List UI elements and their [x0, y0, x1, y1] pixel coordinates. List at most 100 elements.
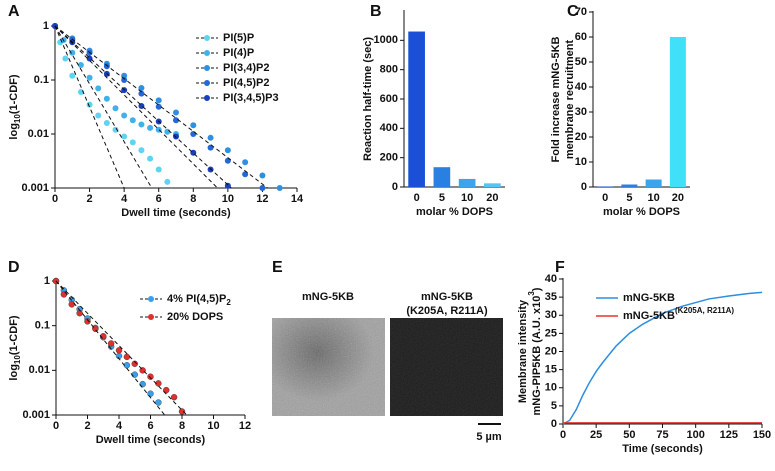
point	[138, 90, 145, 97]
x-tick-label: 8	[179, 420, 185, 432]
scale-bar-label: 5 µm	[476, 431, 502, 443]
text-part: 10	[13, 114, 22, 123]
point	[60, 291, 68, 298]
x-tick-label: 75	[656, 429, 668, 441]
x-tick-label: 0	[560, 429, 566, 441]
point	[139, 380, 146, 388]
point	[103, 63, 110, 70]
x-tick-label: 8	[190, 193, 196, 205]
fit-line	[54, 25, 218, 189]
fit-line	[54, 25, 232, 189]
legend-marker	[148, 296, 154, 302]
point	[77, 61, 84, 68]
panel-label: F	[555, 259, 565, 276]
y-tick-label: 30	[575, 106, 587, 118]
legend-marker	[204, 65, 210, 71]
y-tick-label: 0.01	[28, 128, 49, 140]
y-tick-label: 1	[44, 275, 50, 287]
y-tick-label: 0.1	[34, 74, 49, 86]
point	[138, 85, 145, 92]
y-tick-label: 0	[392, 181, 398, 193]
y-tick-label: 60	[575, 31, 587, 43]
y-tick-label: 600	[380, 93, 398, 105]
point	[76, 310, 83, 317]
x-tick-label: 10	[648, 192, 660, 204]
point	[259, 172, 266, 179]
x-axis-label: molar % DOPS	[603, 206, 680, 218]
y-tick-label: 40	[545, 273, 557, 285]
text-part: mNG-5KB	[623, 310, 675, 322]
x-tick-label: 125	[720, 429, 738, 441]
legend-label: PI(3,4)P2	[223, 62, 269, 74]
point	[147, 373, 154, 380]
y-tick-label: 400	[380, 122, 398, 134]
point	[121, 77, 128, 83]
y-tick-label: 1000	[374, 34, 398, 46]
legend-label: 4% PI(4,5)P2	[167, 293, 231, 307]
y-tick-label: 0.1	[35, 320, 50, 332]
x-tick-label: 6	[156, 193, 162, 205]
point	[155, 103, 162, 110]
point	[170, 394, 178, 401]
point	[86, 74, 93, 81]
x-axis-label: molar % DOPS	[416, 206, 493, 218]
legend-label: mNG-5KB(K205A, R211A)	[623, 306, 734, 322]
y-tick-label: 5	[551, 400, 557, 412]
y-axis-label: Reaction half-time (sec)	[362, 37, 374, 161]
y-tick-label: 30	[545, 309, 557, 321]
y-tick-label: 20	[575, 131, 587, 143]
text-part: log	[8, 364, 20, 381]
point	[131, 360, 138, 368]
legend-label: mNG-5KB	[623, 292, 675, 304]
text-part: mNG-PIP5KB (A.U. x10	[531, 296, 543, 416]
bar	[433, 167, 451, 187]
bar	[597, 186, 614, 187]
point	[129, 139, 136, 146]
point	[121, 133, 128, 140]
point	[224, 157, 231, 164]
micrograph-texture	[272, 318, 385, 416]
y-tick-label: 70	[575, 6, 587, 18]
x-tick-label: 150	[753, 429, 771, 441]
bar	[458, 178, 476, 187]
point	[190, 122, 197, 129]
x-tick-label: 0	[414, 192, 420, 204]
micrograph-texture	[390, 318, 503, 416]
y-axis-label: Membrane intensity	[517, 299, 529, 403]
point	[121, 112, 128, 119]
text-part: 2	[226, 298, 231, 307]
text-part: )	[531, 287, 543, 291]
text-part: 10	[13, 355, 22, 364]
legend-marker	[204, 50, 210, 56]
point	[207, 134, 214, 141]
point	[224, 147, 231, 154]
image-title: mNG-5KB	[421, 291, 473, 303]
x-tick-label: 4	[116, 420, 123, 432]
bar	[484, 183, 501, 187]
y-tick-label: 15	[545, 364, 557, 376]
y-tick-label: 25	[545, 327, 557, 339]
point	[129, 117, 136, 124]
y-tick-label: 0.01	[29, 364, 50, 376]
point	[69, 72, 76, 79]
point	[155, 399, 162, 406]
x-tick-label: 14	[291, 193, 304, 205]
x-tick-label: 4	[121, 193, 128, 205]
point	[84, 318, 91, 325]
x-tick-label: 2	[87, 193, 93, 205]
legend-label: PI(4)P	[223, 47, 254, 59]
x-tick-label: 5	[439, 192, 445, 204]
point	[69, 49, 76, 56]
bar	[645, 179, 662, 187]
point	[112, 105, 119, 112]
x-tick-label: 5	[626, 192, 632, 204]
legend-marker	[204, 80, 210, 86]
y-tick-label: 800	[380, 64, 398, 76]
y-tick-label: 0.001	[21, 182, 49, 194]
x-tick-label: 12	[256, 193, 268, 205]
x-tick-label: 12	[239, 420, 251, 432]
fit-line	[54, 25, 153, 189]
legend-label: PI(3,4,5)P3	[223, 92, 279, 104]
y-tick-label: 0.001	[22, 409, 50, 421]
x-tick-label: 0	[52, 193, 58, 205]
